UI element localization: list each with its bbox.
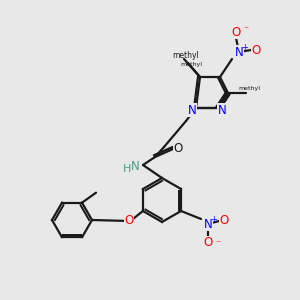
Text: O: O — [203, 236, 213, 250]
Text: O: O — [124, 214, 134, 227]
Text: N: N — [218, 103, 226, 116]
Text: O: O — [173, 142, 183, 155]
Text: N: N — [235, 46, 243, 59]
Text: methyl: methyl — [238, 86, 260, 91]
Text: ⁻: ⁻ — [243, 25, 248, 35]
Text: +: + — [242, 43, 248, 52]
Text: methyl: methyl — [172, 52, 200, 61]
Text: H: H — [123, 164, 131, 174]
Text: O: O — [219, 214, 229, 227]
Text: N: N — [188, 103, 196, 116]
Text: N: N — [130, 160, 140, 172]
Text: N: N — [204, 218, 212, 230]
Text: methyl: methyl — [180, 62, 202, 67]
Text: O: O — [231, 26, 241, 38]
Text: ⁻: ⁻ — [215, 239, 220, 249]
Text: O: O — [251, 44, 261, 56]
Text: +: + — [211, 215, 218, 224]
